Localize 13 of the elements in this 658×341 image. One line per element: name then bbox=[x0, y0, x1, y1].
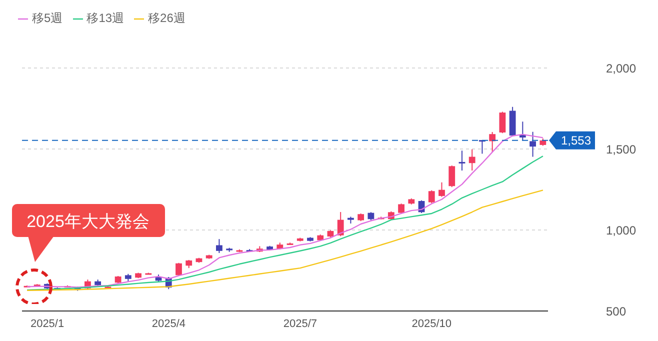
y-tick-label: 1,000 bbox=[606, 223, 636, 238]
x-tick-label: 2025/10 bbox=[412, 318, 452, 330]
legend-label: 移13週 bbox=[86, 11, 124, 25]
y-tick-label: 1,500 bbox=[606, 142, 636, 156]
y-tick-label: 500 bbox=[606, 304, 626, 318]
x-tick-label: 2025/7 bbox=[283, 318, 317, 330]
y-tick-label: 2,000 bbox=[606, 61, 636, 76]
legend-label: 移5週 bbox=[32, 11, 63, 25]
legend-label: 移26週 bbox=[148, 11, 186, 25]
ref-line-label: 1,553 bbox=[560, 133, 592, 148]
x-tick-label: 2025/4 bbox=[152, 318, 186, 330]
x-tick-label: 2025/1 bbox=[30, 318, 64, 330]
annotation: 2025年大大発会 bbox=[26, 212, 150, 231]
